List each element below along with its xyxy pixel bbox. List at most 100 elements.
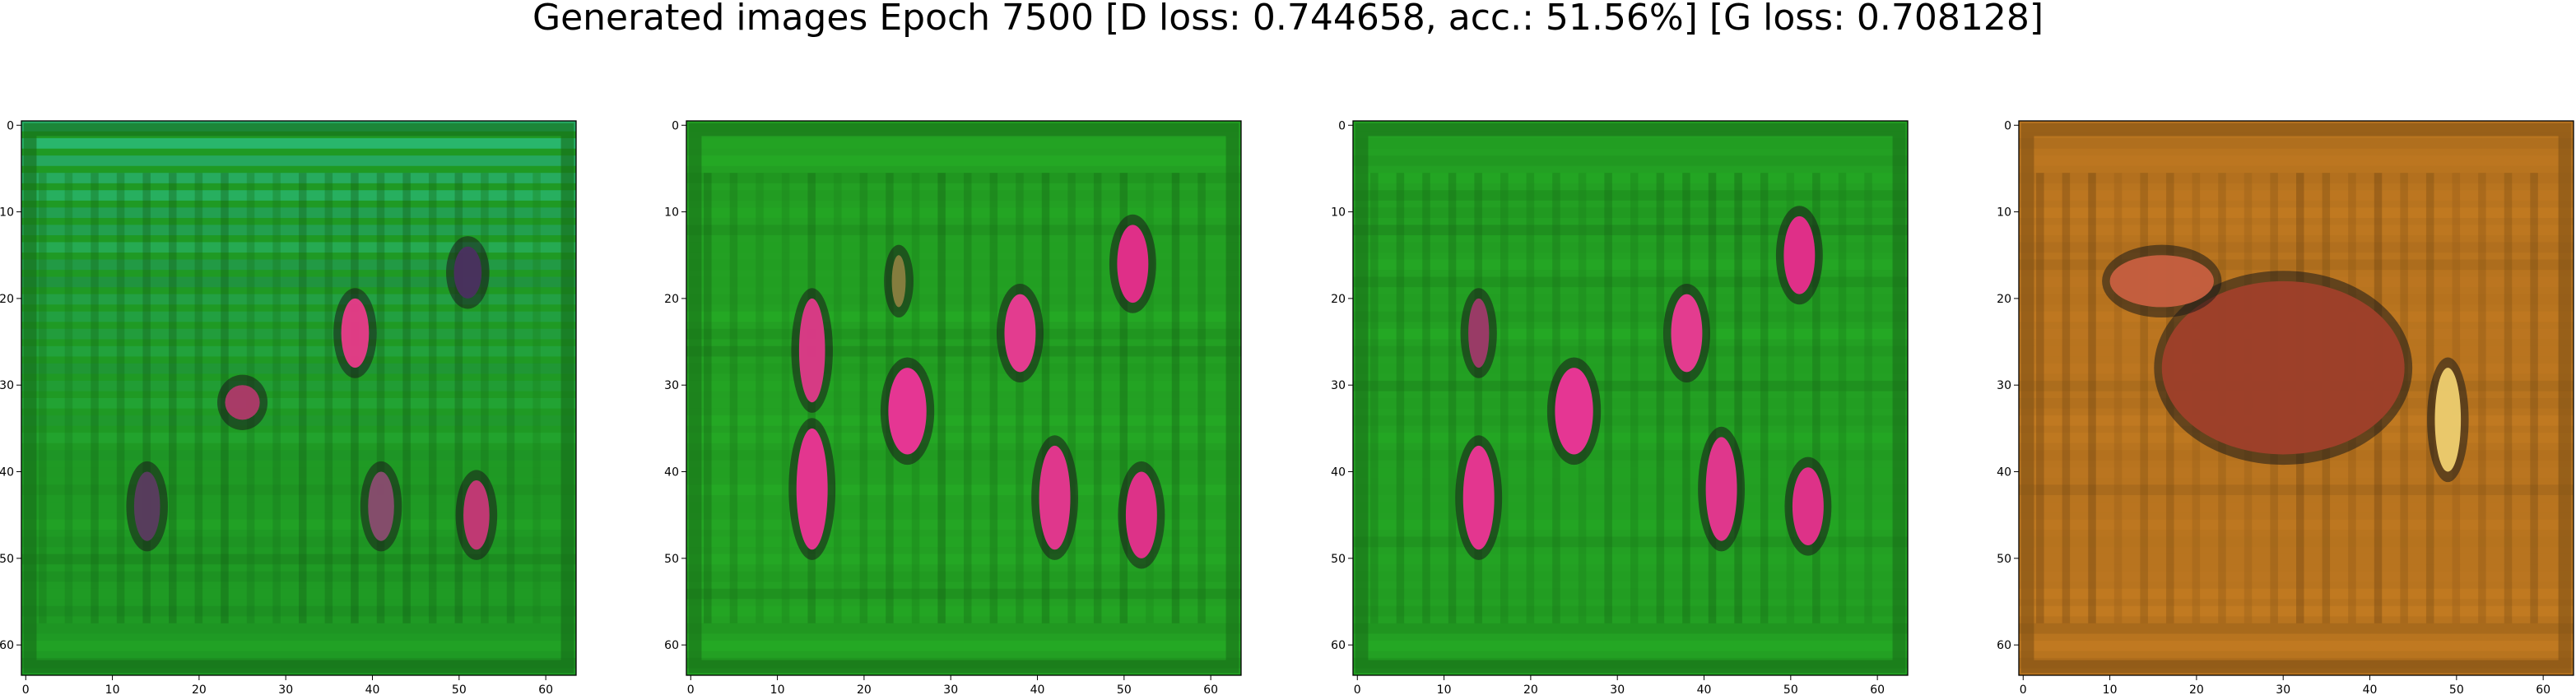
image-band <box>21 207 576 218</box>
image-band <box>21 623 576 634</box>
y-tick-label: 0 <box>1338 119 1346 132</box>
image-band <box>686 138 1241 149</box>
subplot-1: 0 10 20 30 40 50 60 0 10 20 30 40 50 60 <box>0 0 609 695</box>
x-tick-label: 10 <box>105 683 120 695</box>
blob <box>2434 368 2462 472</box>
image-streak <box>169 173 177 623</box>
image-streak <box>272 173 281 623</box>
image-band <box>1353 433 1908 443</box>
image-band <box>686 623 1241 634</box>
blob <box>133 471 160 541</box>
blob <box>1004 294 1036 373</box>
image-band <box>1353 207 1908 218</box>
image-band <box>686 571 1241 582</box>
x-tick-label: 40 <box>1697 683 1712 695</box>
image-band <box>21 380 576 392</box>
x-tick-label: 40 <box>365 683 380 695</box>
image-streak <box>1016 173 1024 623</box>
image-streak <box>39 173 47 623</box>
blob <box>1792 467 1824 546</box>
image-band <box>1353 380 1908 392</box>
x-tick-label: 50 <box>452 683 467 695</box>
image-band <box>21 138 576 149</box>
image-band <box>686 605 1241 617</box>
image-band <box>2019 138 2574 149</box>
image-band <box>686 588 1241 600</box>
x-tick-label: 30 <box>1610 683 1625 695</box>
image-3 <box>1353 121 1908 675</box>
image-band <box>21 276 576 288</box>
image-streak <box>1093 173 1102 623</box>
x-tick-label: 30 <box>943 683 958 695</box>
blob <box>225 385 260 420</box>
image-band <box>2019 640 2574 651</box>
y-tick-label: 0 <box>672 119 679 132</box>
x-tick-label: 0 <box>22 683 30 695</box>
y-tick-label: 20 <box>664 293 679 306</box>
image-2 <box>686 121 1241 675</box>
image-band <box>1353 276 1908 288</box>
blob <box>891 255 906 308</box>
x-tick-label: 10 <box>770 683 785 695</box>
image-streak <box>1604 173 1612 623</box>
image-band <box>21 242 576 253</box>
image-band <box>686 155 1241 166</box>
x-tick-label: 60 <box>1870 683 1885 695</box>
image-band <box>2019 623 2574 634</box>
image-frame <box>2020 123 2572 674</box>
image-band <box>1353 225 1908 236</box>
x-tick-label: 60 <box>538 683 553 695</box>
subplot-1-svg: 0 10 20 30 40 50 60 0 10 20 30 40 50 60 <box>0 119 577 695</box>
image-streak <box>402 173 411 623</box>
image-band <box>686 190 1241 201</box>
axes-frame <box>2018 120 2574 676</box>
subplot-4-svg: 0 10 20 30 40 50 60 0 10 20 30 40 50 60 <box>1997 119 2574 695</box>
image-streak <box>1422 173 1430 623</box>
blob <box>796 428 828 550</box>
image-band <box>2019 502 2574 513</box>
image-streak <box>454 173 463 623</box>
image-streak <box>1146 173 1154 623</box>
blob <box>463 480 490 550</box>
image-band <box>1353 588 1908 600</box>
image-band <box>2019 536 2574 548</box>
axes-frame <box>21 120 577 676</box>
x-tick-label: 50 <box>2449 683 2464 695</box>
image-streak <box>376 173 385 623</box>
x-tick-label: 20 <box>2189 683 2204 695</box>
image-streak <box>194 173 203 623</box>
image-streak <box>1171 173 1180 623</box>
y-tick-label: 0 <box>2004 119 2011 132</box>
image-band <box>686 259 1241 271</box>
image-streak <box>1734 173 1742 623</box>
y-tick-label: 20 <box>1331 293 1346 306</box>
image-band <box>686 242 1241 253</box>
x-tick-label: 50 <box>1117 683 1132 695</box>
image-band <box>1353 173 1908 183</box>
y-tick-label: 50 <box>664 553 679 566</box>
image-band <box>686 173 1241 183</box>
image-streak <box>1760 173 1769 623</box>
y-tick-label: 10 <box>1997 206 2011 220</box>
blob <box>1705 437 1737 541</box>
x-tick-label: 30 <box>278 683 293 695</box>
image-streak <box>1041 173 1050 623</box>
image-band <box>686 276 1241 288</box>
blob <box>1555 368 1593 455</box>
image-band <box>1353 363 1908 374</box>
image-band <box>686 207 1241 218</box>
image-band <box>21 311 576 322</box>
blob <box>2109 255 2214 308</box>
blob <box>2161 280 2405 455</box>
y-tick-label: 30 <box>0 379 14 392</box>
image-band <box>21 571 576 582</box>
image-band <box>21 155 576 166</box>
image-band <box>21 588 576 600</box>
image-band <box>21 294 576 305</box>
x-tick-label: 10 <box>2103 683 2118 695</box>
image-band <box>21 554 576 565</box>
y-tick-label: 20 <box>0 293 14 306</box>
image-streak <box>64 173 73 623</box>
image-streak <box>1119 173 1128 623</box>
axes-frame <box>686 120 1242 676</box>
